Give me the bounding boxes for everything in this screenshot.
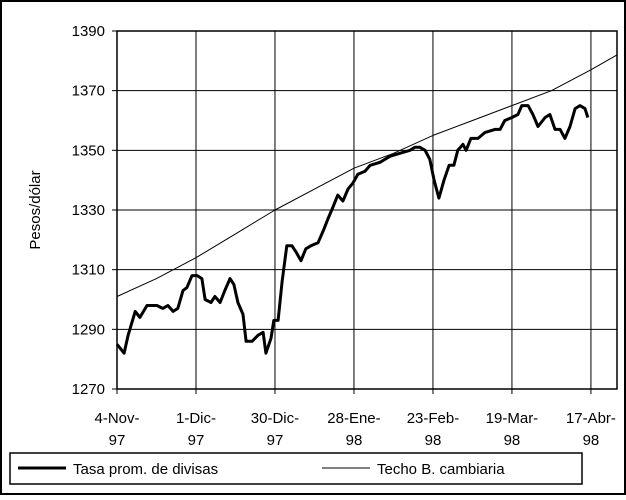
- y-tick-label: 1290: [72, 321, 105, 338]
- x-tick-label: 23-Feb-: [407, 410, 460, 427]
- x-tick-label: 98: [425, 432, 442, 449]
- plot-area: [116, 30, 618, 390]
- y-tick-label: 1350: [72, 142, 105, 159]
- x-tick-label: 97: [267, 432, 284, 449]
- x-tick-label: 28-Ene-: [327, 410, 380, 427]
- legend-label: Tasa prom. de divisas: [73, 461, 218, 478]
- x-tick-label: 4-Nov-: [94, 410, 139, 427]
- x-tick-label: 97: [109, 432, 126, 449]
- x-tick-label: 98: [583, 432, 600, 449]
- y-axis-label: Pesos/dólar: [27, 170, 44, 249]
- x-tick-label: 19-Mar-: [486, 410, 539, 427]
- y-tick-label: 1330: [72, 202, 105, 219]
- x-tick-label: 98: [346, 432, 363, 449]
- y-tick-label: 1370: [72, 83, 105, 100]
- x-tick-label: 1-Dic-: [176, 410, 216, 427]
- x-tick-label: 17-Abr-: [566, 410, 616, 427]
- y-tick-label: 1310: [72, 262, 105, 279]
- x-tick-label: 30-Dic-: [251, 410, 299, 427]
- legend: [9, 452, 583, 485]
- line: [115, 104, 590, 355]
- line: [116, 54, 618, 297]
- y-tick-label: 1390: [72, 23, 105, 40]
- x-tick-label: 98: [504, 432, 521, 449]
- legend-label: Techo B. cambiaria: [377, 461, 505, 478]
- y-tick-label: 1270: [72, 381, 105, 398]
- x-tick-label: 97: [188, 432, 205, 449]
